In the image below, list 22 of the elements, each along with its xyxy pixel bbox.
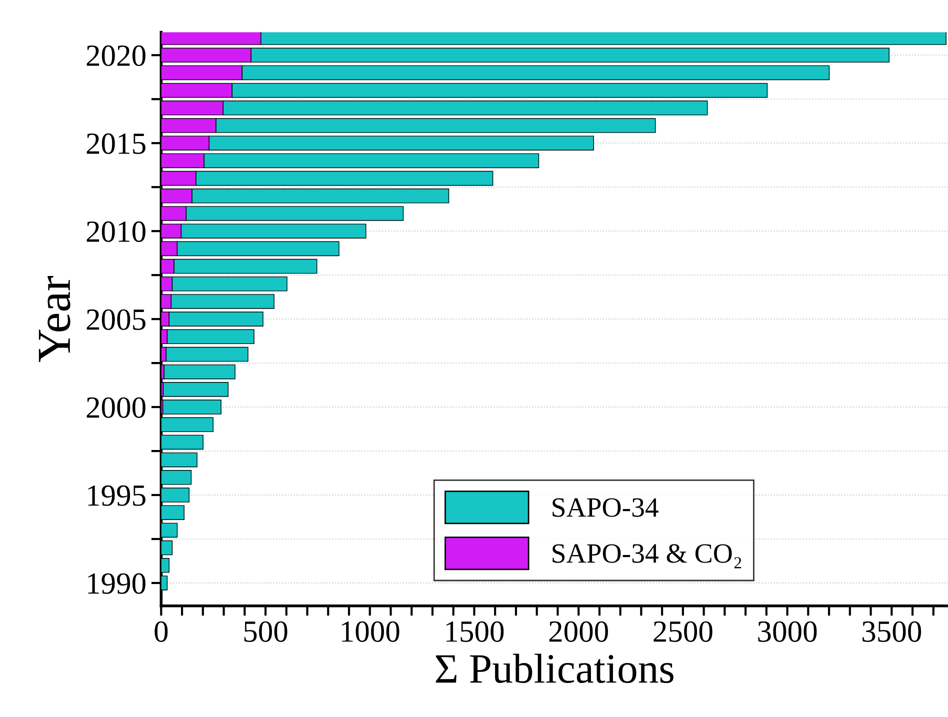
x-tick-label: 0: [154, 621, 168, 642]
y-tick-label: 2020: [86, 45, 146, 66]
y-tick-label: 2005: [86, 309, 146, 330]
y-tick-label: 2015: [86, 133, 146, 154]
x-tick-label: 3000: [758, 621, 817, 642]
bar: [164, 364, 236, 380]
x-tick-label: 2000: [549, 621, 608, 642]
bar: [166, 346, 248, 362]
legend-label: SAPO-34: [552, 498, 658, 517]
bar: [162, 382, 229, 397]
x-tick-label: 2500: [654, 621, 712, 642]
y-axis-title: Year: [38, 276, 70, 362]
x-axis-title: Σ Publications: [436, 654, 674, 684]
x-tick-label: 3500: [862, 621, 922, 642]
y-tick-label: 2000: [86, 397, 146, 418]
legend-label: SAPO-34 & CO₂: [552, 544, 742, 568]
x-tick-label: 500: [244, 621, 288, 642]
y-tick-label: 1995: [88, 485, 146, 506]
x-tick-label: 1000: [342, 621, 400, 642]
y-tick-label: 2010: [86, 221, 146, 242]
x-tick-label: 1500: [446, 621, 504, 642]
y-tick-label: 1990: [88, 573, 146, 594]
